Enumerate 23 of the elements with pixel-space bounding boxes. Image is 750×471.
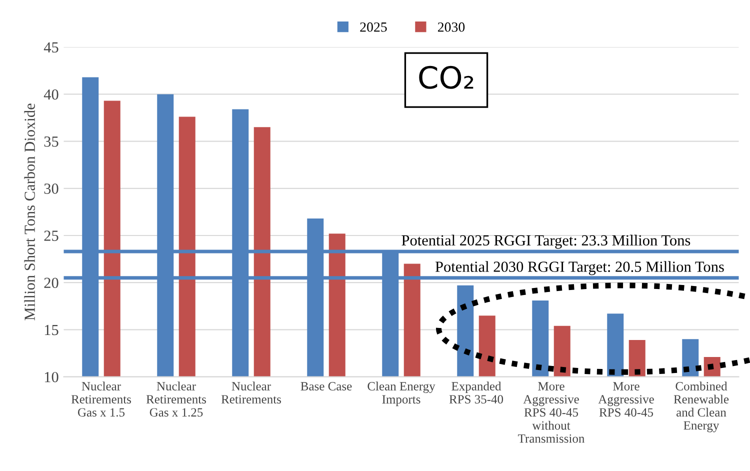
legend-label: 2025 xyxy=(360,22,387,32)
x-tick-label: Base Case xyxy=(300,382,352,390)
x-tick-label: Nuclear Retirements Gas x 1.5 xyxy=(71,382,131,417)
y-axis-title: Million Short Tons Carbon Dioxide xyxy=(24,104,35,320)
legend-label: 2030 xyxy=(438,22,465,32)
annotation: CO₂ xyxy=(419,66,474,89)
x-tick-label: More Aggressive RPS 40-45 without Transmission xyxy=(518,382,585,443)
x-tick-label: More Aggressive RPS 40-45 xyxy=(598,382,654,417)
ref-line-label: Potential 2025 RGGI Target: 23.3 Million Tons xyxy=(402,234,690,249)
y-tick-label: 40 xyxy=(44,89,58,100)
x-tick-label: Combined Renewable and Clean Energy xyxy=(674,382,729,432)
y-tick-label: 25 xyxy=(44,230,58,241)
y-tick-label: 15 xyxy=(44,324,58,336)
y-tick-label: 35 xyxy=(44,136,58,147)
y-tick-label: 30 xyxy=(44,184,58,194)
ref-line-label: Potential 2030 RGGI Target: 20.5 Million Tons xyxy=(435,261,724,276)
x-tick-label: Nuclear Retirements Gas x 1.25 xyxy=(146,382,206,417)
y-tick-label: 20 xyxy=(44,278,58,288)
x-tick-label: Clean Energy Imports xyxy=(368,382,436,406)
x-tick-label: Expanded RPS 35-40 xyxy=(449,382,504,404)
x-tick-label: Nuclear Retirements xyxy=(221,382,281,404)
y-tick-label: 45 xyxy=(44,42,58,53)
y-tick-label: 10 xyxy=(44,372,58,382)
